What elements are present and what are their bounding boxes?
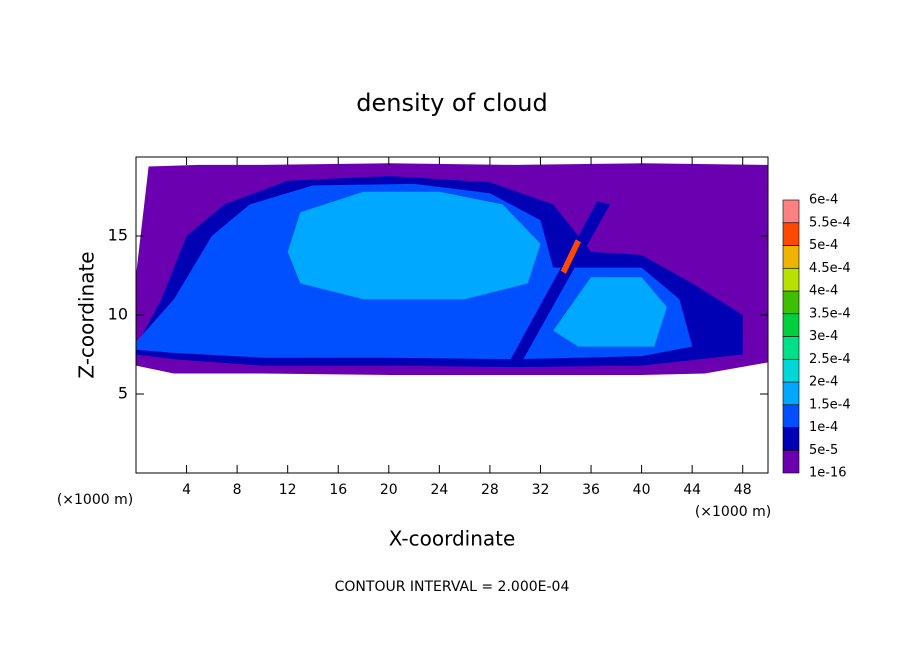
colorbar-swatch (782, 404, 800, 428)
colorbar-swatch (782, 290, 800, 315)
colorbar-label: 4.5e-4 (809, 261, 851, 276)
colorbar-swatch (782, 267, 800, 292)
y-tick-label: 15 (108, 226, 128, 245)
colorbar-label: 5e-5 (809, 443, 838, 458)
x-tick-label: 12 (279, 482, 297, 498)
x-tick-label: 20 (380, 482, 398, 498)
y-axis-label: Z-coordinate (75, 251, 99, 378)
colorbar-label: 4e-4 (809, 284, 838, 299)
x-tick-label: 40 (633, 482, 651, 498)
x-tick-label: 24 (430, 482, 448, 498)
colorbar-label: 6e-4 (809, 193, 838, 208)
colorbar-label: 1e-4 (809, 420, 838, 435)
x-tick-label: 8 (233, 482, 242, 498)
annotation: CONTOUR INTERVAL = 2.000E-04 (335, 579, 570, 595)
colorbar-swatch (782, 199, 800, 224)
colorbar-swatch (782, 358, 800, 383)
x-tick-label: 28 (481, 482, 499, 498)
colorbar-label: 3.5e-4 (809, 306, 851, 321)
x-tick-label: 32 (532, 482, 550, 498)
x-unit-label: (×1000 m) (57, 492, 133, 508)
contour-region (553, 277, 667, 347)
x-tick-label: 36 (582, 482, 600, 498)
y-tick-label: 5 (118, 384, 128, 403)
colorbar-swatch (782, 427, 800, 451)
colorbar-swatch (782, 449, 800, 474)
colorbar-swatch (782, 336, 800, 360)
x-tick-label: 16 (329, 482, 347, 498)
colorbar-swatch (782, 222, 800, 246)
colorbar-label: 2.5e-4 (809, 352, 851, 367)
colorbar-label: 3e-4 (809, 329, 838, 344)
contour-region (508, 201, 610, 363)
colorbar-label: 2e-4 (809, 375, 838, 390)
colorbar-swatch (782, 313, 800, 337)
colorbar-swatch (782, 381, 800, 406)
colorbar-label: 5.5e-4 (809, 215, 851, 230)
contour-region (287, 191, 541, 300)
contour-region (560, 239, 581, 274)
x-tick-label: 48 (734, 482, 752, 498)
contour-field (136, 163, 768, 375)
x-tick-label: 44 (683, 482, 701, 498)
x-tick-label: 4 (182, 482, 191, 498)
colorbar-label: 5e-4 (809, 238, 838, 253)
x-axis-label: X-coordinate (389, 527, 516, 551)
x-unit-label: (×1000 m) (695, 504, 771, 520)
chart-title: density of cloud (356, 89, 547, 117)
colorbar-label: 1e-16 (809, 466, 847, 481)
colorbar-label: 1.5e-4 (809, 397, 851, 412)
colorbar-swatch (782, 245, 800, 269)
y-tick-label: 10 (108, 305, 128, 324)
